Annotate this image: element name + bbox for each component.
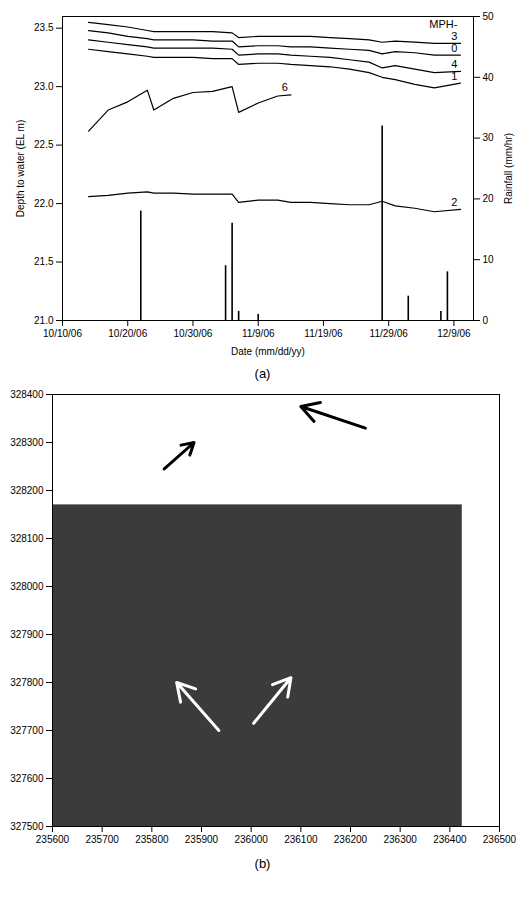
svg-text:235700: 235700 <box>85 834 119 845</box>
svg-text:23.0: 23.0 <box>34 81 54 92</box>
svg-text:22.0: 22.0 <box>34 198 54 209</box>
svg-text:10: 10 <box>483 254 495 265</box>
svg-text:328300: 328300 <box>10 437 44 448</box>
svg-text:327900: 327900 <box>10 629 44 640</box>
svg-text:236200: 236200 <box>334 834 368 845</box>
svg-text:11/19/06: 11/19/06 <box>304 328 343 339</box>
svg-text:40: 40 <box>483 72 495 83</box>
svg-text:327500: 327500 <box>10 821 44 832</box>
svg-text:328200: 328200 <box>10 485 44 496</box>
html-text:(b): (b) <box>254 856 271 871</box>
svg-text:Rainfall (mm/hr): Rainfall (mm/hr) <box>503 133 514 204</box>
svg-text:11/29/06: 11/29/06 <box>370 328 409 339</box>
svg-text:10/30/06: 10/30/06 <box>174 328 213 339</box>
svg-text:22.5: 22.5 <box>34 139 54 150</box>
svg-text:236400: 236400 <box>433 834 467 845</box>
svg-text:236300: 236300 <box>383 834 417 845</box>
svg-text:328100: 328100 <box>10 533 44 544</box>
svg-text:0: 0 <box>483 315 489 326</box>
svg-text:235800: 235800 <box>135 834 169 845</box>
svg-text:1: 1 <box>451 70 457 82</box>
svg-text:21.5: 21.5 <box>34 256 54 267</box>
svg-text:236000: 236000 <box>234 834 268 845</box>
svg-text:236500: 236500 <box>483 834 517 845</box>
svg-text:327600: 327600 <box>10 773 44 784</box>
svg-text:50: 50 <box>483 11 495 22</box>
svg-text:21.0: 21.0 <box>34 315 54 326</box>
svg-text:10/20/06: 10/20/06 <box>108 328 147 339</box>
svg-text:Date (mm/dd/yy): Date (mm/dd/yy) <box>231 346 305 357</box>
svg-text:23.5: 23.5 <box>34 22 54 33</box>
svg-text:6: 6 <box>282 81 288 93</box>
svg-text:3: 3 <box>451 30 457 42</box>
html-text:(a): (a) <box>254 366 271 381</box>
svg-text:Depth to water (EL m): Depth to water (EL m) <box>15 120 26 217</box>
svg-text:327700: 327700 <box>10 725 44 736</box>
svg-text:328000: 328000 <box>10 581 44 592</box>
svg-text:2: 2 <box>451 196 457 208</box>
svg-text:10/10/06: 10/10/06 <box>43 328 82 339</box>
svg-text:11/9/06: 11/9/06 <box>242 328 275 339</box>
svg-text:4: 4 <box>451 58 457 70</box>
svg-text:12/9/06: 12/9/06 <box>437 328 471 339</box>
svg-text:20: 20 <box>483 193 495 204</box>
svg-text:30: 30 <box>483 132 495 143</box>
svg-text:327800: 327800 <box>10 677 44 688</box>
svg-text:328400: 328400 <box>10 389 44 400</box>
svg-text:235900: 235900 <box>185 834 219 845</box>
svg-text:0: 0 <box>451 42 457 54</box>
svg-text:MPH-: MPH- <box>429 18 457 30</box>
svg-text:236100: 236100 <box>284 834 318 845</box>
svg-text:235600: 235600 <box>36 834 70 845</box>
